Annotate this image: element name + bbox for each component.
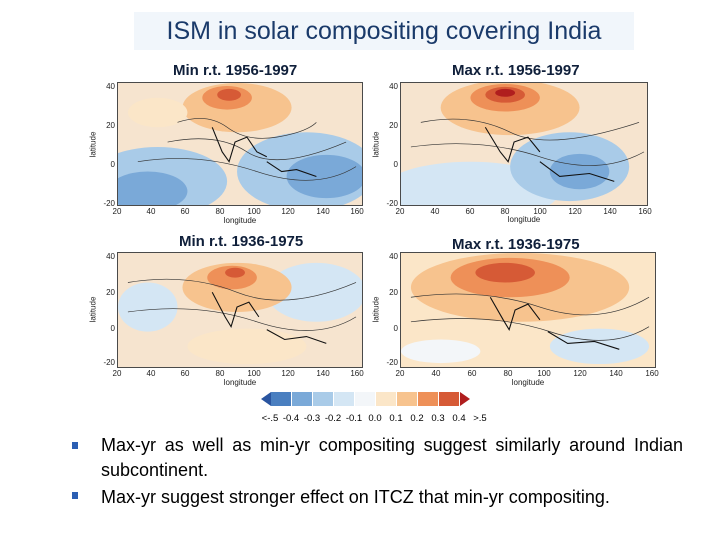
ytick: 0 — [393, 324, 398, 333]
xtick: 80 — [215, 207, 225, 216]
xlabel: longitude — [223, 378, 257, 387]
xtick: 20 — [395, 207, 405, 216]
panel-title-max-1936: Max r.t. 1936-1975 — [452, 236, 580, 253]
colorbar-segment — [439, 392, 460, 406]
colorbar-segment — [376, 392, 397, 406]
xtick: 120 — [568, 207, 582, 216]
ytick: 20 — [106, 288, 115, 297]
bullet-icon — [72, 442, 78, 449]
ylabel: latitude — [88, 296, 98, 323]
panel-title-min-1936: Min r.t. 1936-1975 — [179, 233, 304, 250]
ytick: 40 — [389, 252, 398, 261]
map-max-1936 — [400, 252, 656, 368]
xtick: 40 — [146, 207, 156, 216]
xtick: 40 — [430, 207, 440, 216]
xtick: 160 — [350, 369, 364, 378]
ytick: 40 — [106, 252, 115, 261]
colorbar-label: -0.3 — [303, 413, 321, 424]
colorbar-segment — [418, 392, 439, 406]
ytick: -20 — [103, 199, 115, 208]
xtick: 160 — [645, 369, 659, 378]
xtick: 80 — [215, 369, 225, 378]
xtick: 100 — [537, 369, 551, 378]
xtick: 40 — [431, 369, 441, 378]
colorbar-label: -0.4 — [282, 413, 300, 424]
colorbar-label: 0.0 — [368, 413, 382, 424]
xtick: 60 — [180, 207, 190, 216]
ylabel: latitude — [371, 296, 381, 323]
xtick: 120 — [281, 207, 295, 216]
colorbar-arrow-left — [261, 392, 271, 406]
xtick: 140 — [609, 369, 623, 378]
panel-title-max-1956: Max r.t. 1956-1997 — [452, 62, 580, 79]
xtick: 80 — [503, 369, 513, 378]
ytick: -20 — [386, 358, 398, 367]
ylabel: latitude — [371, 131, 381, 158]
slide-title: ISM in solar compositing covering India — [134, 12, 634, 50]
xtick: 60 — [180, 369, 190, 378]
colorbar-label: -0.1 — [345, 413, 363, 424]
xtick: 160 — [638, 207, 652, 216]
xtick: 20 — [395, 369, 405, 378]
colorbar-label: >.5 — [473, 413, 487, 424]
ytick: 0 — [110, 160, 115, 169]
ytick: 20 — [106, 121, 115, 130]
colorbar-label: 0.3 — [431, 413, 445, 424]
xtick: 140 — [316, 207, 330, 216]
xtick: 120 — [573, 369, 587, 378]
xtick: 40 — [146, 369, 156, 378]
colorbar-arrow-right — [460, 392, 470, 406]
xtick: 100 — [533, 207, 547, 216]
colorbar-label: 0.2 — [410, 413, 424, 424]
xtick: 100 — [247, 369, 261, 378]
xlabel: longitude — [511, 378, 545, 387]
xtick: 160 — [350, 207, 364, 216]
colorbar-segment — [313, 392, 334, 406]
map-max-1956 — [400, 82, 648, 206]
xtick: 80 — [500, 207, 510, 216]
xtick: 60 — [465, 207, 475, 216]
colorbar-segment — [271, 392, 292, 406]
colorbar-segment — [355, 392, 376, 406]
colorbar-segment — [292, 392, 313, 406]
ytick: 40 — [389, 82, 398, 91]
ytick: 0 — [110, 324, 115, 333]
ytick: 20 — [389, 288, 398, 297]
colorbar-label: 0.4 — [452, 413, 466, 424]
ytick: -20 — [386, 199, 398, 208]
colorbar-label: <-.5 — [261, 413, 279, 424]
colorbar-label: 0.1 — [389, 413, 403, 424]
xtick: 100 — [247, 207, 261, 216]
panel-title-min-1956: Min r.t. 1956-1997 — [173, 62, 298, 79]
xlabel: longitude — [223, 216, 257, 225]
ytick: 0 — [393, 160, 398, 169]
ytick: 40 — [106, 82, 115, 91]
xtick: 20 — [112, 207, 122, 216]
xtick: 60 — [467, 369, 477, 378]
ytick: -20 — [103, 358, 115, 367]
map-min-1956 — [117, 82, 363, 206]
colorbar-segment — [334, 392, 355, 406]
bullet-text-1: Max-yr as well as min-yr compositing sug… — [101, 435, 683, 480]
bullet-icon — [72, 492, 78, 499]
bullet-text-2: Max-yr suggest stronger effect on ITCZ t… — [101, 487, 610, 507]
xtick: 140 — [316, 369, 330, 378]
xtick: 140 — [603, 207, 617, 216]
xtick: 120 — [281, 369, 295, 378]
xtick: 20 — [112, 369, 122, 378]
xlabel: longitude — [507, 215, 541, 224]
colorbar-segment — [397, 392, 418, 406]
colorbar — [261, 392, 470, 406]
map-min-1936 — [117, 252, 363, 368]
ytick: 20 — [389, 121, 398, 130]
colorbar-label: -0.2 — [324, 413, 342, 424]
ylabel: latitude — [88, 131, 98, 158]
